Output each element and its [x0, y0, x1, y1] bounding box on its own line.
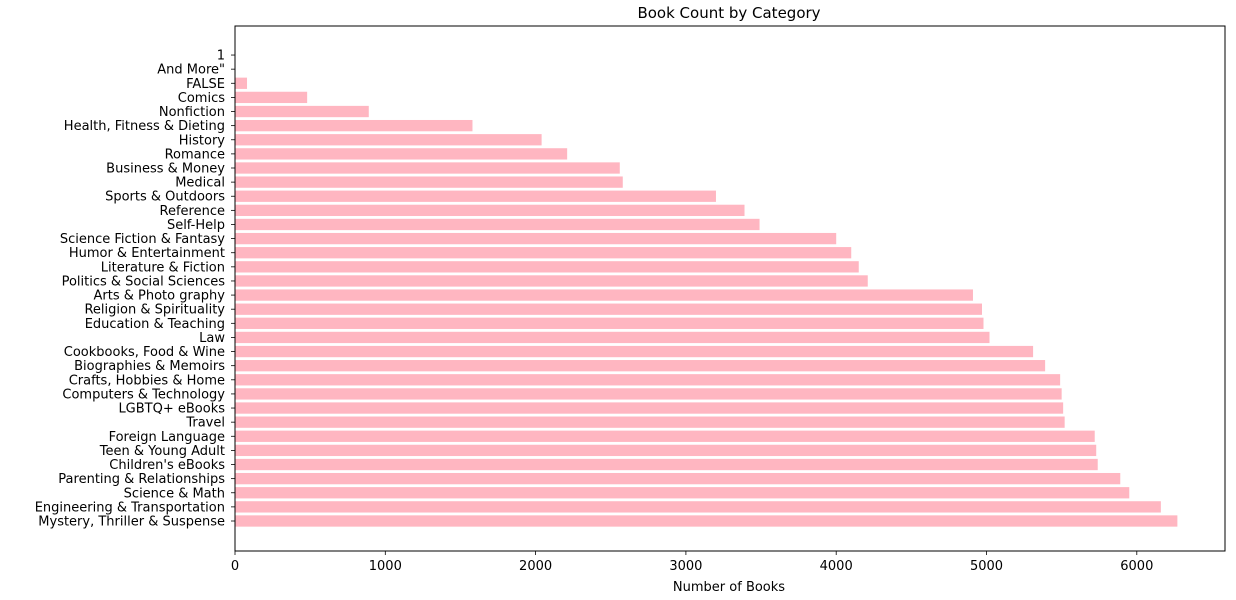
category-label: Sports & Outdoors — [105, 190, 225, 205]
category-label: Teen & Young Adult — [99, 444, 225, 459]
category-label: 1 — [217, 49, 225, 64]
bar — [235, 119, 473, 132]
category-label: Mystery, Thriller & Suspense — [38, 515, 225, 530]
bar — [235, 289, 973, 301]
bar — [235, 247, 852, 259]
category-labels-group: Mystery, Thriller & SuspenseEngineering … — [35, 49, 235, 530]
bar — [235, 91, 308, 104]
bar — [235, 501, 1161, 513]
bar — [235, 148, 568, 160]
bar — [235, 77, 248, 89]
x-tick-label: 6000 — [1120, 559, 1153, 574]
category-label: Medical — [175, 176, 225, 191]
bar — [235, 275, 868, 287]
bar — [235, 487, 1130, 499]
bar — [235, 218, 760, 231]
bar — [235, 162, 620, 174]
category-label: Law — [199, 331, 225, 346]
x-axis-label: Number of Books — [673, 580, 785, 595]
category-label: LGBTQ+ eBooks — [118, 402, 225, 417]
bar — [235, 345, 1034, 358]
chart-title: Book Count by Category — [637, 4, 820, 22]
bar — [235, 190, 716, 202]
x-tick-label: 1000 — [369, 559, 402, 574]
x-tick-label: 3000 — [669, 559, 702, 574]
bar — [235, 416, 1065, 428]
category-label: Politics & Social Sciences — [62, 274, 226, 289]
bar — [235, 444, 1097, 457]
category-label: Cookbooks, Food & Wine — [64, 345, 225, 360]
category-label: And More" — [157, 63, 225, 78]
category-label: Health, Fitness & Dieting — [64, 119, 225, 134]
plot-frame — [234, 25, 1226, 552]
bar — [235, 430, 1095, 442]
category-label: Foreign Language — [109, 430, 225, 445]
bar — [235, 374, 1061, 386]
bar — [235, 515, 1178, 527]
bars-group — [235, 49, 1178, 527]
bar — [235, 232, 837, 245]
category-label: Parenting & Relationships — [58, 472, 225, 487]
bar — [235, 472, 1121, 485]
category-label: Children's eBooks — [109, 458, 225, 473]
category-label: History — [179, 133, 226, 148]
category-label: Literature & Fiction — [101, 260, 225, 275]
category-label: Romance — [165, 147, 225, 162]
category-label: Reference — [160, 204, 225, 219]
category-label: Education & Teaching — [85, 317, 225, 332]
x-tick-label: 4000 — [820, 559, 853, 574]
category-label: Comics — [178, 91, 225, 106]
bar — [235, 317, 984, 329]
category-label: Humor & Entertainment — [69, 246, 225, 261]
bar — [235, 134, 542, 146]
x-tick-label: 2000 — [519, 559, 552, 574]
bar — [235, 360, 1046, 372]
category-label: Travel — [185, 416, 225, 431]
bar — [235, 388, 1062, 400]
category-label: Religion & Spirituality — [84, 303, 225, 318]
bar — [235, 176, 623, 188]
bar — [235, 402, 1064, 414]
bar — [235, 458, 1098, 471]
category-label: FALSE — [186, 77, 225, 92]
category-label: Computers & Technology — [62, 387, 225, 402]
bar — [235, 331, 990, 344]
category-label: Engineering & Transportation — [35, 500, 225, 515]
x-tick-label: 5000 — [970, 559, 1003, 574]
category-label: Self-Help — [167, 218, 225, 233]
category-label: Science & Math — [124, 486, 225, 501]
category-label: Business & Money — [106, 162, 225, 177]
bar — [235, 204, 745, 217]
x-tick-label: 0 — [231, 559, 239, 574]
category-label: Nonfiction — [159, 105, 225, 120]
category-label: Crafts, Hobbies & Home — [69, 373, 225, 388]
bar — [235, 261, 859, 273]
bar — [235, 303, 982, 315]
category-label: Arts & Photo graphy — [94, 289, 226, 304]
bar — [235, 105, 369, 118]
category-label: Science Fiction & Fantasy — [60, 232, 225, 247]
category-label: Biographies & Memoirs — [74, 359, 225, 374]
x-ticks-group: 0 1000 2000 3000 4000 5000 6000 — [231, 551, 1153, 574]
